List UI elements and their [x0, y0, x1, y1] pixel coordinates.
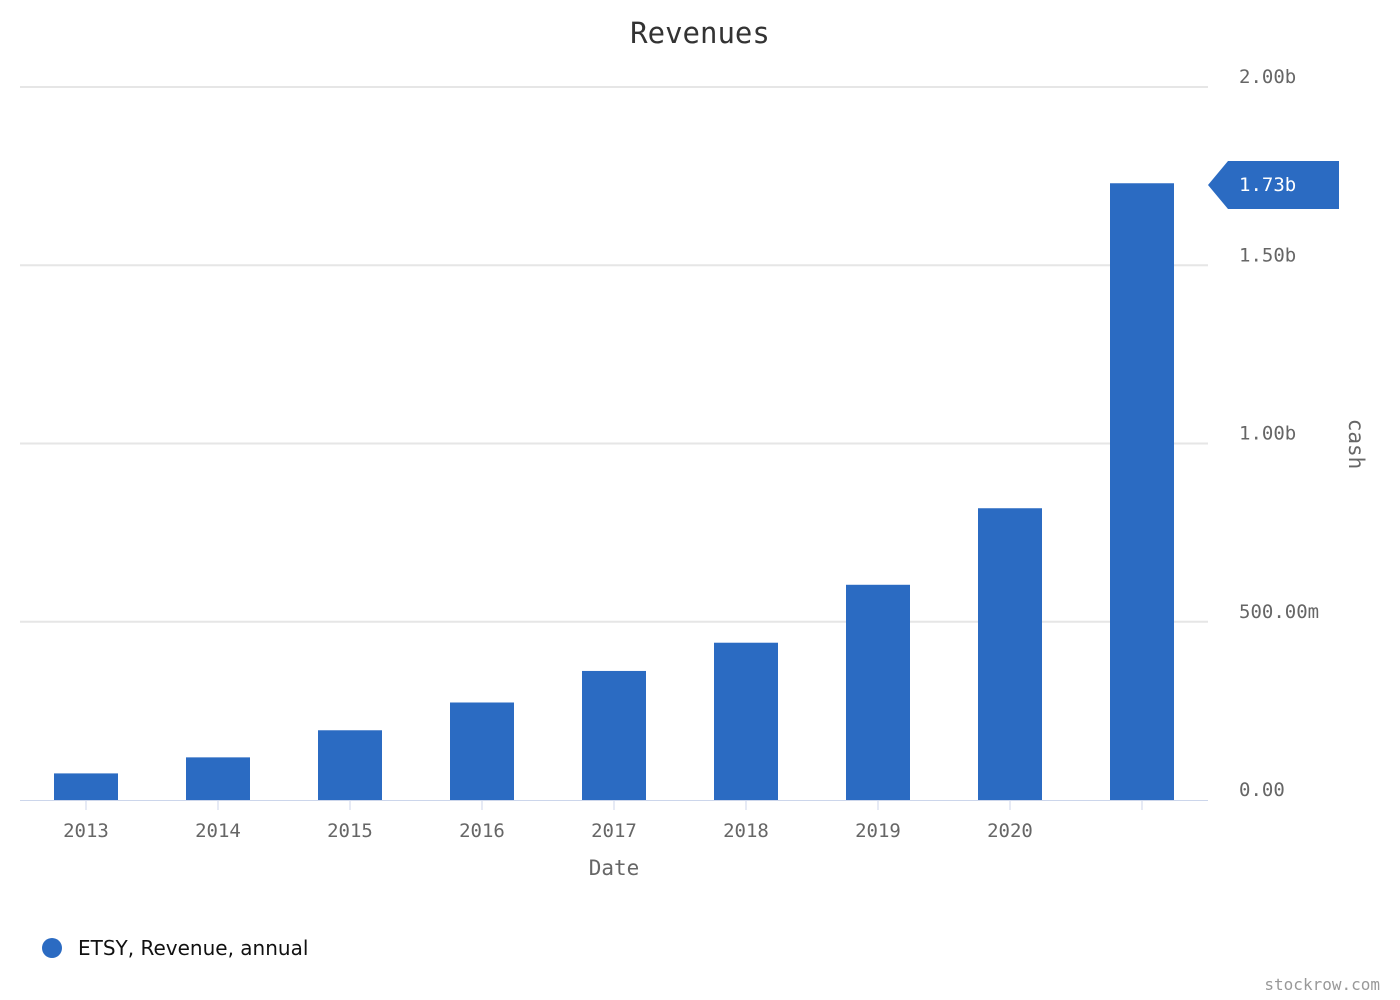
y-axis-ticks: 0.00 500.00m 1.00b 1.50b 2.00b — [1239, 66, 1319, 801]
bar[interactable] — [318, 730, 382, 800]
x-tick-label: 2015 — [327, 820, 373, 842]
bar[interactable] — [846, 584, 910, 800]
credit-text[interactable]: stockrow.com — [1264, 975, 1380, 994]
last-value-badge-shape — [1208, 161, 1339, 209]
y-tick-label: 0.00 — [1239, 779, 1285, 801]
bar[interactable] — [54, 773, 118, 800]
legend-marker — [42, 938, 62, 958]
last-value-badge-label: 1.73b — [1239, 174, 1296, 196]
bar[interactable] — [450, 702, 514, 800]
x-tick-label: 2013 — [63, 820, 109, 842]
y-tick-label: 1.50b — [1239, 244, 1296, 266]
bar[interactable] — [1110, 183, 1174, 800]
last-value-badge: 1.73b — [1208, 161, 1339, 209]
y-tick-label: 500.00m — [1239, 601, 1319, 623]
x-tick-label: 2018 — [723, 820, 769, 842]
bar[interactable] — [186, 757, 250, 800]
x-axis-ticks: 2013 2014 2015 2016 2017 2018 2019 2020 — [63, 800, 1143, 842]
x-tick-label: 2014 — [195, 820, 241, 842]
bars — [54, 183, 1174, 800]
x-tick-label: 2016 — [459, 820, 505, 842]
y-axis-title: cash — [1344, 419, 1368, 470]
x-tick-label: 2019 — [855, 820, 901, 842]
legend[interactable]: ETSY, Revenue, annual — [42, 936, 308, 960]
y-tick-label: 1.00b — [1239, 423, 1296, 445]
x-tick-label: 2017 — [591, 820, 637, 842]
legend-label: ETSY, Revenue, annual — [78, 936, 308, 960]
bar[interactable] — [714, 642, 778, 800]
bar[interactable] — [978, 508, 1042, 800]
x-tick-label: 2020 — [987, 820, 1033, 842]
bar[interactable] — [582, 670, 646, 800]
y-tick-label: 2.00b — [1239, 66, 1296, 88]
x-axis-title: Date — [589, 856, 640, 880]
chart-title: Revenues — [630, 16, 770, 50]
